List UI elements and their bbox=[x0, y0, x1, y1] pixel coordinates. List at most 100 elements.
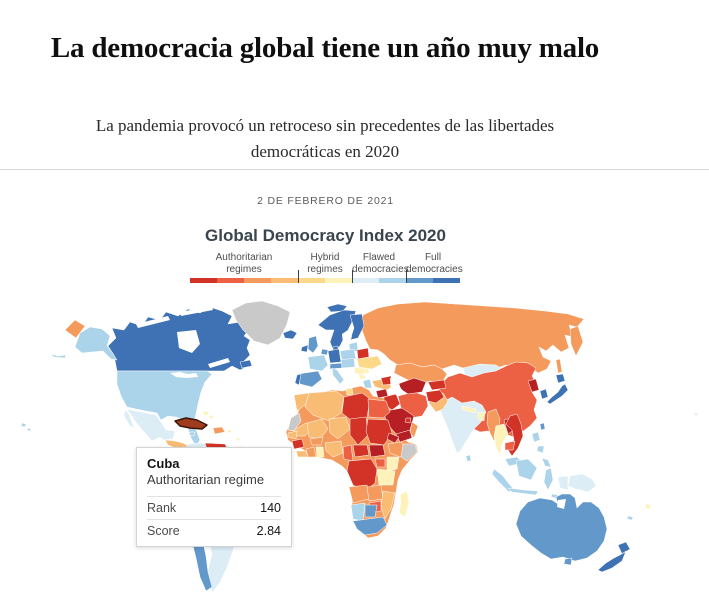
region-russia[interactable] bbox=[359, 301, 585, 374]
region-yemen[interactable] bbox=[395, 429, 413, 443]
region-fiji[interactable] bbox=[644, 503, 652, 510]
region-sudan[interactable] bbox=[365, 418, 393, 446]
region-oman[interactable] bbox=[409, 421, 419, 439]
region-botswana[interactable] bbox=[364, 504, 378, 518]
region-cuba[interactable] bbox=[174, 417, 208, 430]
region-new-zealand[interactable] bbox=[597, 541, 631, 573]
region-mozambique[interactable] bbox=[380, 490, 396, 520]
region-madagascar[interactable] bbox=[398, 490, 410, 518]
region-namibia[interactable] bbox=[350, 502, 366, 522]
region-south-sudan[interactable] bbox=[368, 444, 386, 458]
region-iceland[interactable] bbox=[282, 329, 298, 340]
region-germany[interactable] bbox=[327, 348, 342, 364]
region-chukotka[interactable] bbox=[64, 319, 86, 339]
region-alaska[interactable] bbox=[74, 326, 118, 361]
region-mexico[interactable] bbox=[126, 408, 176, 442]
region-turkmenistan-uzbekistan[interactable] bbox=[397, 377, 427, 395]
region-australia[interactable] bbox=[515, 493, 608, 562]
region-egypt[interactable] bbox=[367, 398, 391, 419]
region-thailand[interactable] bbox=[493, 423, 509, 456]
region-jamaica[interactable] bbox=[188, 431, 196, 437]
region-newfoundland[interactable] bbox=[239, 359, 253, 369]
region-gulf-states[interactable] bbox=[404, 417, 412, 424]
region-guinea[interactable] bbox=[291, 438, 305, 450]
legend-group-label: Hybrid regimes bbox=[307, 252, 343, 275]
region-italy[interactable] bbox=[331, 367, 345, 385]
region-libya[interactable] bbox=[341, 392, 371, 422]
article-subtitle: La pandemia provocó un retroceso sin pre… bbox=[95, 116, 555, 162]
region-czechia-hungary[interactable] bbox=[340, 357, 356, 369]
baltic-sea-water bbox=[342, 330, 352, 350]
region-baja-california[interactable] bbox=[123, 409, 135, 429]
region-kazakhstan[interactable] bbox=[393, 362, 448, 386]
region-spain[interactable] bbox=[297, 370, 323, 388]
region-kenya[interactable] bbox=[386, 456, 400, 472]
region-afghanistan[interactable] bbox=[425, 389, 445, 404]
region-taiwan[interactable] bbox=[539, 422, 546, 431]
region-sierra-leone-liberia[interactable] bbox=[295, 450, 309, 458]
region-greenland[interactable] bbox=[231, 300, 291, 346]
region-kyrgyzstan-tajikistan[interactable] bbox=[427, 379, 447, 391]
region-sakhalin[interactable] bbox=[555, 358, 563, 374]
region-ivory-coast[interactable] bbox=[305, 446, 317, 458]
legend-group-label: Authoritarian regimes bbox=[215, 252, 273, 275]
region-finland[interactable] bbox=[349, 313, 365, 341]
region-algeria[interactable] bbox=[304, 390, 345, 422]
region-cameroon[interactable] bbox=[342, 444, 354, 462]
region-aleutian-islands[interactable] bbox=[49, 353, 67, 359]
region-sulawesi[interactable] bbox=[543, 467, 554, 491]
region-south-korea[interactable] bbox=[539, 388, 549, 400]
region-syria[interactable] bbox=[375, 388, 389, 399]
region-borneo[interactable] bbox=[515, 458, 538, 481]
region-portugal[interactable] bbox=[294, 373, 302, 386]
region-zambia[interactable] bbox=[366, 484, 384, 502]
region-papua-new-guinea[interactable] bbox=[567, 473, 597, 493]
region-france[interactable] bbox=[307, 354, 329, 372]
region-kamchatka[interactable] bbox=[569, 325, 584, 357]
region-hawaii[interactable] bbox=[20, 422, 32, 432]
region-sri-lanka[interactable] bbox=[465, 454, 472, 462]
region-belarus[interactable] bbox=[356, 347, 370, 360]
region-japan[interactable] bbox=[546, 373, 569, 405]
region-benelux[interactable] bbox=[320, 348, 329, 356]
region-mali[interactable] bbox=[306, 418, 329, 440]
region-ukraine[interactable] bbox=[356, 355, 383, 370]
region-uganda[interactable] bbox=[374, 458, 386, 468]
region-new-caledonia[interactable] bbox=[626, 515, 634, 521]
region-ireland[interactable] bbox=[300, 344, 309, 353]
region-nepal[interactable] bbox=[461, 405, 477, 414]
region-pacific-island[interactable] bbox=[693, 412, 699, 417]
region-niger[interactable] bbox=[328, 416, 351, 440]
black-sea-water bbox=[362, 371, 384, 380]
region-tunisia[interactable] bbox=[345, 387, 354, 396]
region-south-africa[interactable] bbox=[352, 516, 388, 536]
region-poland[interactable] bbox=[339, 348, 357, 362]
region-svalbard[interactable] bbox=[326, 303, 348, 313]
region-philippines[interactable] bbox=[531, 431, 552, 468]
region-hispaniola[interactable] bbox=[212, 426, 226, 435]
region-vietnam[interactable] bbox=[505, 413, 524, 457]
st-lawrence-water bbox=[208, 358, 230, 368]
region-tasmania[interactable] bbox=[563, 557, 573, 566]
region-java[interactable] bbox=[507, 487, 539, 496]
legend-segment bbox=[379, 278, 406, 283]
region-western-sahara[interactable] bbox=[287, 412, 302, 432]
region-bangladesh[interactable] bbox=[477, 411, 486, 422]
region-greece[interactable] bbox=[362, 378, 373, 389]
region-bahamas[interactable] bbox=[202, 410, 215, 420]
region-chad[interactable] bbox=[349, 416, 369, 446]
region-ghana[interactable] bbox=[315, 446, 325, 458]
region-tanzania[interactable] bbox=[376, 468, 396, 486]
region-central-african-republic[interactable] bbox=[352, 444, 370, 458]
region-cambodia[interactable] bbox=[504, 440, 516, 451]
region-senegal[interactable] bbox=[287, 430, 298, 440]
header-divider bbox=[0, 169, 709, 170]
region-burkina-faso[interactable] bbox=[309, 436, 324, 446]
region-somalia[interactable] bbox=[400, 443, 418, 462]
region-nigeria[interactable] bbox=[324, 440, 344, 458]
region-puerto-rico[interactable] bbox=[226, 429, 233, 434]
region-united-kingdom[interactable] bbox=[307, 335, 319, 354]
region-north-korea[interactable] bbox=[527, 378, 540, 393]
region-west-papua[interactable] bbox=[557, 475, 569, 491]
legend-segment bbox=[217, 278, 244, 283]
